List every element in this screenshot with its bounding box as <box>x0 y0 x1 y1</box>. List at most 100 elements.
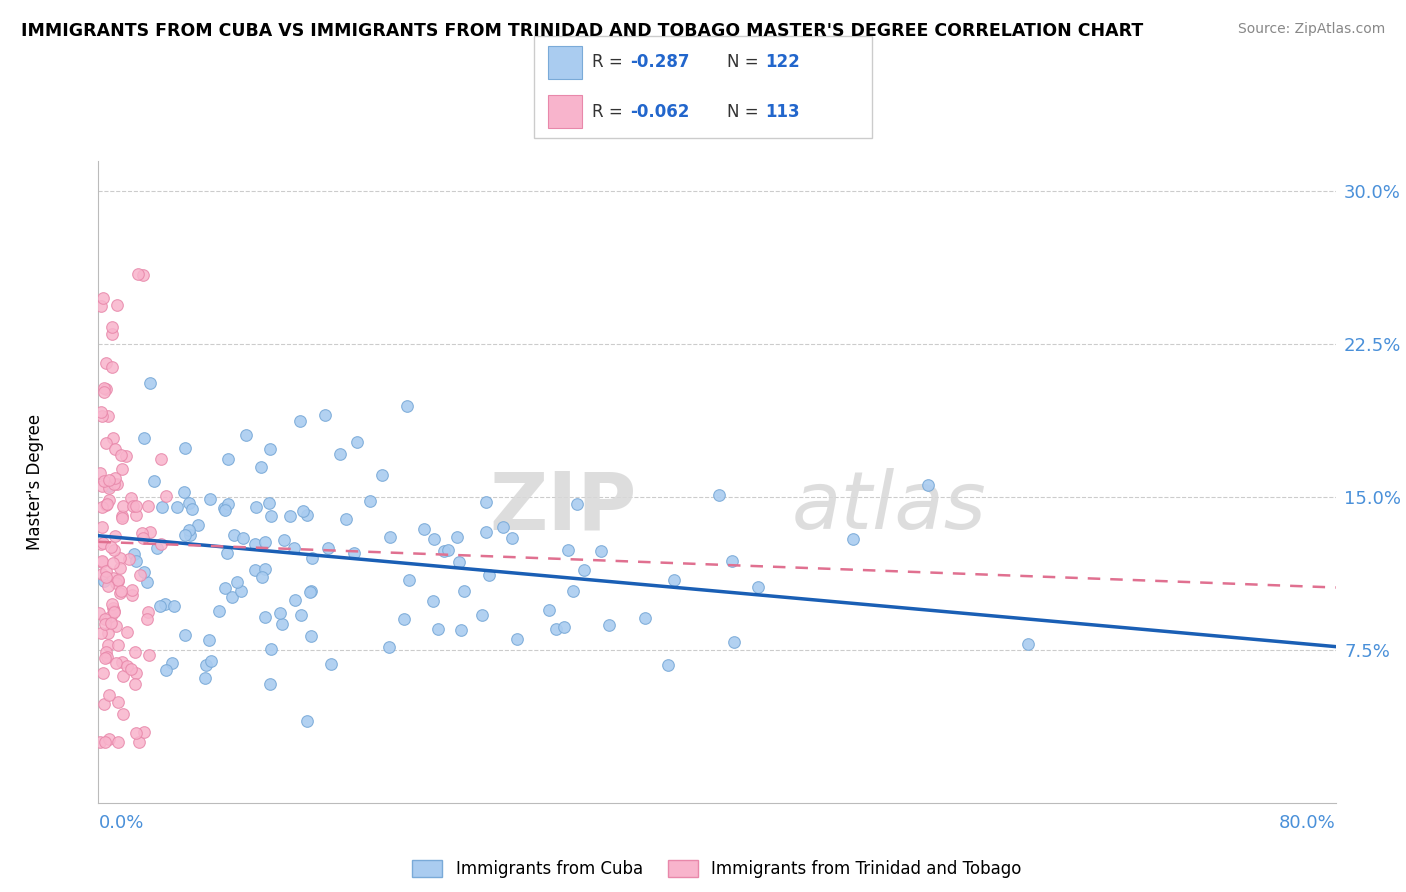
Point <box>664 573 686 587</box>
Point <box>162 599 184 613</box>
Point <box>111 511 134 525</box>
Point <box>96 498 118 512</box>
Point <box>110 508 132 523</box>
Point <box>94 734 117 748</box>
Point <box>295 508 318 523</box>
Point <box>122 499 145 513</box>
Point <box>104 657 127 671</box>
Point <box>187 518 209 533</box>
Point <box>128 567 150 582</box>
Point <box>101 359 124 374</box>
Point <box>198 633 221 648</box>
Point <box>128 734 150 748</box>
Point <box>108 561 131 575</box>
Point <box>572 563 595 577</box>
Point <box>100 540 122 554</box>
Point <box>299 583 322 598</box>
Text: 80.0%: 80.0% <box>1279 814 1336 831</box>
Point <box>283 541 305 555</box>
Legend: Immigrants from Cuba, Immigrants from Trinidad and Tobago: Immigrants from Cuba, Immigrants from Tr… <box>406 853 1028 884</box>
Point <box>254 535 277 549</box>
Point <box>93 474 115 488</box>
Point <box>87 606 110 620</box>
Point <box>380 530 402 544</box>
Point <box>110 551 132 566</box>
Point <box>90 479 112 493</box>
Point <box>139 524 162 539</box>
Point <box>107 573 129 587</box>
Point <box>89 734 111 748</box>
Point <box>90 567 112 582</box>
Point <box>90 519 112 533</box>
Text: Source: ZipAtlas.com: Source: ZipAtlas.com <box>1237 22 1385 37</box>
Point <box>103 543 125 558</box>
Point <box>97 409 120 423</box>
Point <box>173 442 195 456</box>
Point <box>96 436 118 450</box>
Point <box>149 599 172 613</box>
Point <box>149 452 172 467</box>
Point <box>177 495 200 509</box>
Point <box>97 492 120 507</box>
Point <box>104 442 127 456</box>
Point <box>229 584 252 599</box>
Point <box>557 542 579 557</box>
Point <box>91 291 114 305</box>
Point <box>447 555 470 569</box>
Point <box>136 575 159 590</box>
Text: -0.062: -0.062 <box>630 103 690 120</box>
Text: -0.287: -0.287 <box>630 54 690 71</box>
Point <box>90 500 112 514</box>
Point <box>173 628 195 642</box>
Text: 113: 113 <box>765 103 800 120</box>
Text: Master's Degree: Master's Degree <box>27 414 44 549</box>
Point <box>155 489 177 503</box>
Point <box>111 655 134 669</box>
Point <box>394 612 416 626</box>
Point <box>103 556 125 570</box>
Point <box>90 299 112 313</box>
Point <box>131 526 153 541</box>
Point <box>217 546 239 560</box>
Point <box>657 657 679 672</box>
Point <box>314 408 336 422</box>
Point <box>94 651 117 665</box>
Point <box>121 582 143 597</box>
Point <box>103 431 125 445</box>
Point <box>136 611 159 625</box>
Point <box>257 496 280 510</box>
Point <box>93 697 115 711</box>
Point <box>198 492 221 507</box>
Point <box>288 414 311 428</box>
Point <box>107 734 129 748</box>
Point <box>120 491 142 505</box>
Point <box>295 714 318 729</box>
Point <box>127 267 149 281</box>
Point <box>254 610 277 624</box>
Point <box>395 399 418 413</box>
Point <box>96 497 118 511</box>
Point <box>214 502 236 516</box>
Point <box>107 695 129 709</box>
Point <box>122 547 145 561</box>
Point <box>103 476 125 491</box>
Point <box>359 494 381 508</box>
Point <box>91 554 114 568</box>
Point <box>110 583 132 598</box>
Text: 0.0%: 0.0% <box>98 814 143 831</box>
Point <box>103 603 125 617</box>
Point <box>747 580 769 594</box>
Point <box>471 607 494 622</box>
Point <box>97 481 120 495</box>
Point <box>90 537 112 551</box>
Point <box>94 356 117 370</box>
Point <box>200 654 222 668</box>
Point <box>166 500 188 514</box>
Point <box>723 634 745 648</box>
Point <box>93 536 115 550</box>
Point <box>253 562 276 576</box>
Point <box>150 537 173 551</box>
Text: 122: 122 <box>765 54 800 71</box>
Point <box>120 662 142 676</box>
Point <box>103 571 125 585</box>
